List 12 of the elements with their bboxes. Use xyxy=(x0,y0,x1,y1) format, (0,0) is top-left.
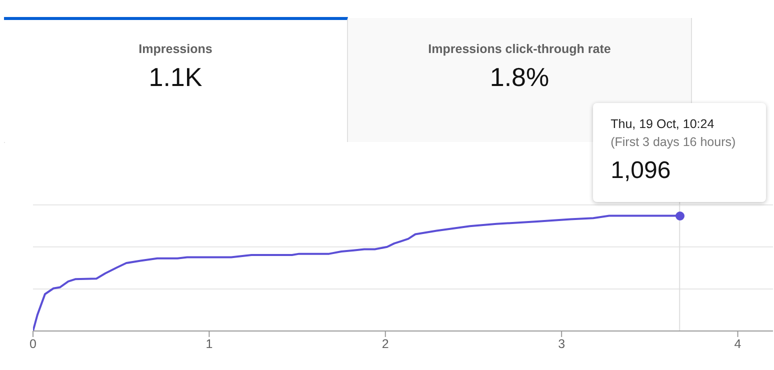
text: (First 3 days 16 hours) xyxy=(610,134,737,149)
text: Thu, 19 Oct, 10:24 xyxy=(610,116,716,131)
text: Impressions click-through rate xyxy=(427,42,612,56)
x-tick-label: 2 xyxy=(382,336,389,351)
annotation: 1,096 xyxy=(610,156,672,185)
x-tick-label: 0 xyxy=(30,336,37,351)
text: Impressions xyxy=(138,42,214,56)
x-tick-label: 4 xyxy=(734,336,742,351)
text: 1.8% xyxy=(488,62,550,93)
text: 1.1K xyxy=(148,62,204,93)
x-tick-label: 3 xyxy=(558,336,566,351)
x-tick-label: 1 xyxy=(206,336,213,351)
